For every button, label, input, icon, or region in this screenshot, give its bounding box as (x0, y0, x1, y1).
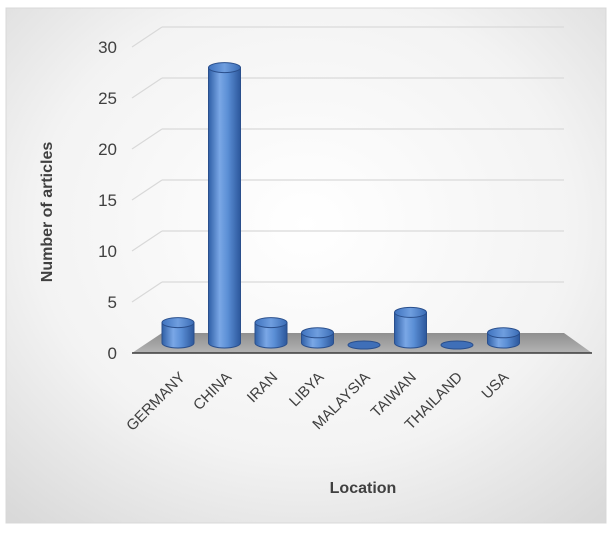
bar-top (440, 340, 474, 350)
bar-thailand (440, 340, 474, 350)
y-tick-label: 10 (98, 242, 117, 261)
gridline-side (131, 26, 163, 48)
bar-body (208, 67, 241, 349)
gridline-side (131, 230, 163, 252)
bar-top (487, 327, 520, 339)
y-tick-label: 15 (98, 191, 117, 210)
gridline-side (131, 281, 163, 303)
y-tick-labels: 0 5 10 15 20 25 30 (98, 38, 117, 363)
y-tick-label: 25 (98, 89, 117, 108)
bar-top (208, 62, 241, 74)
bar-top (394, 306, 427, 318)
bar-libya (301, 327, 334, 349)
bars (161, 62, 520, 350)
bar-top (301, 327, 334, 339)
bar-usa (487, 327, 520, 349)
bar-top (347, 340, 381, 350)
bar-body (254, 322, 288, 349)
y-tick-label: 5 (108, 293, 117, 312)
x-axis-label: Location (330, 480, 397, 497)
bar-china (208, 62, 241, 349)
bar-top (161, 317, 195, 329)
bar-body (394, 311, 427, 349)
gridline-side (131, 77, 163, 99)
y-tick-label: 30 (98, 38, 117, 57)
gridline-side (131, 128, 163, 150)
bar-iran (254, 317, 288, 349)
y-axis-label: Number of articles (39, 142, 56, 283)
y-tick-label: 20 (98, 140, 117, 159)
bar-top (254, 317, 288, 329)
bar-taiwan (394, 306, 427, 349)
bar-body (161, 322, 195, 349)
gridline-side (131, 179, 163, 201)
bar-germany (161, 317, 195, 349)
y-tick-label: 0 (108, 344, 117, 363)
chart-background (5, 7, 607, 524)
bar-malaysia (347, 340, 381, 350)
